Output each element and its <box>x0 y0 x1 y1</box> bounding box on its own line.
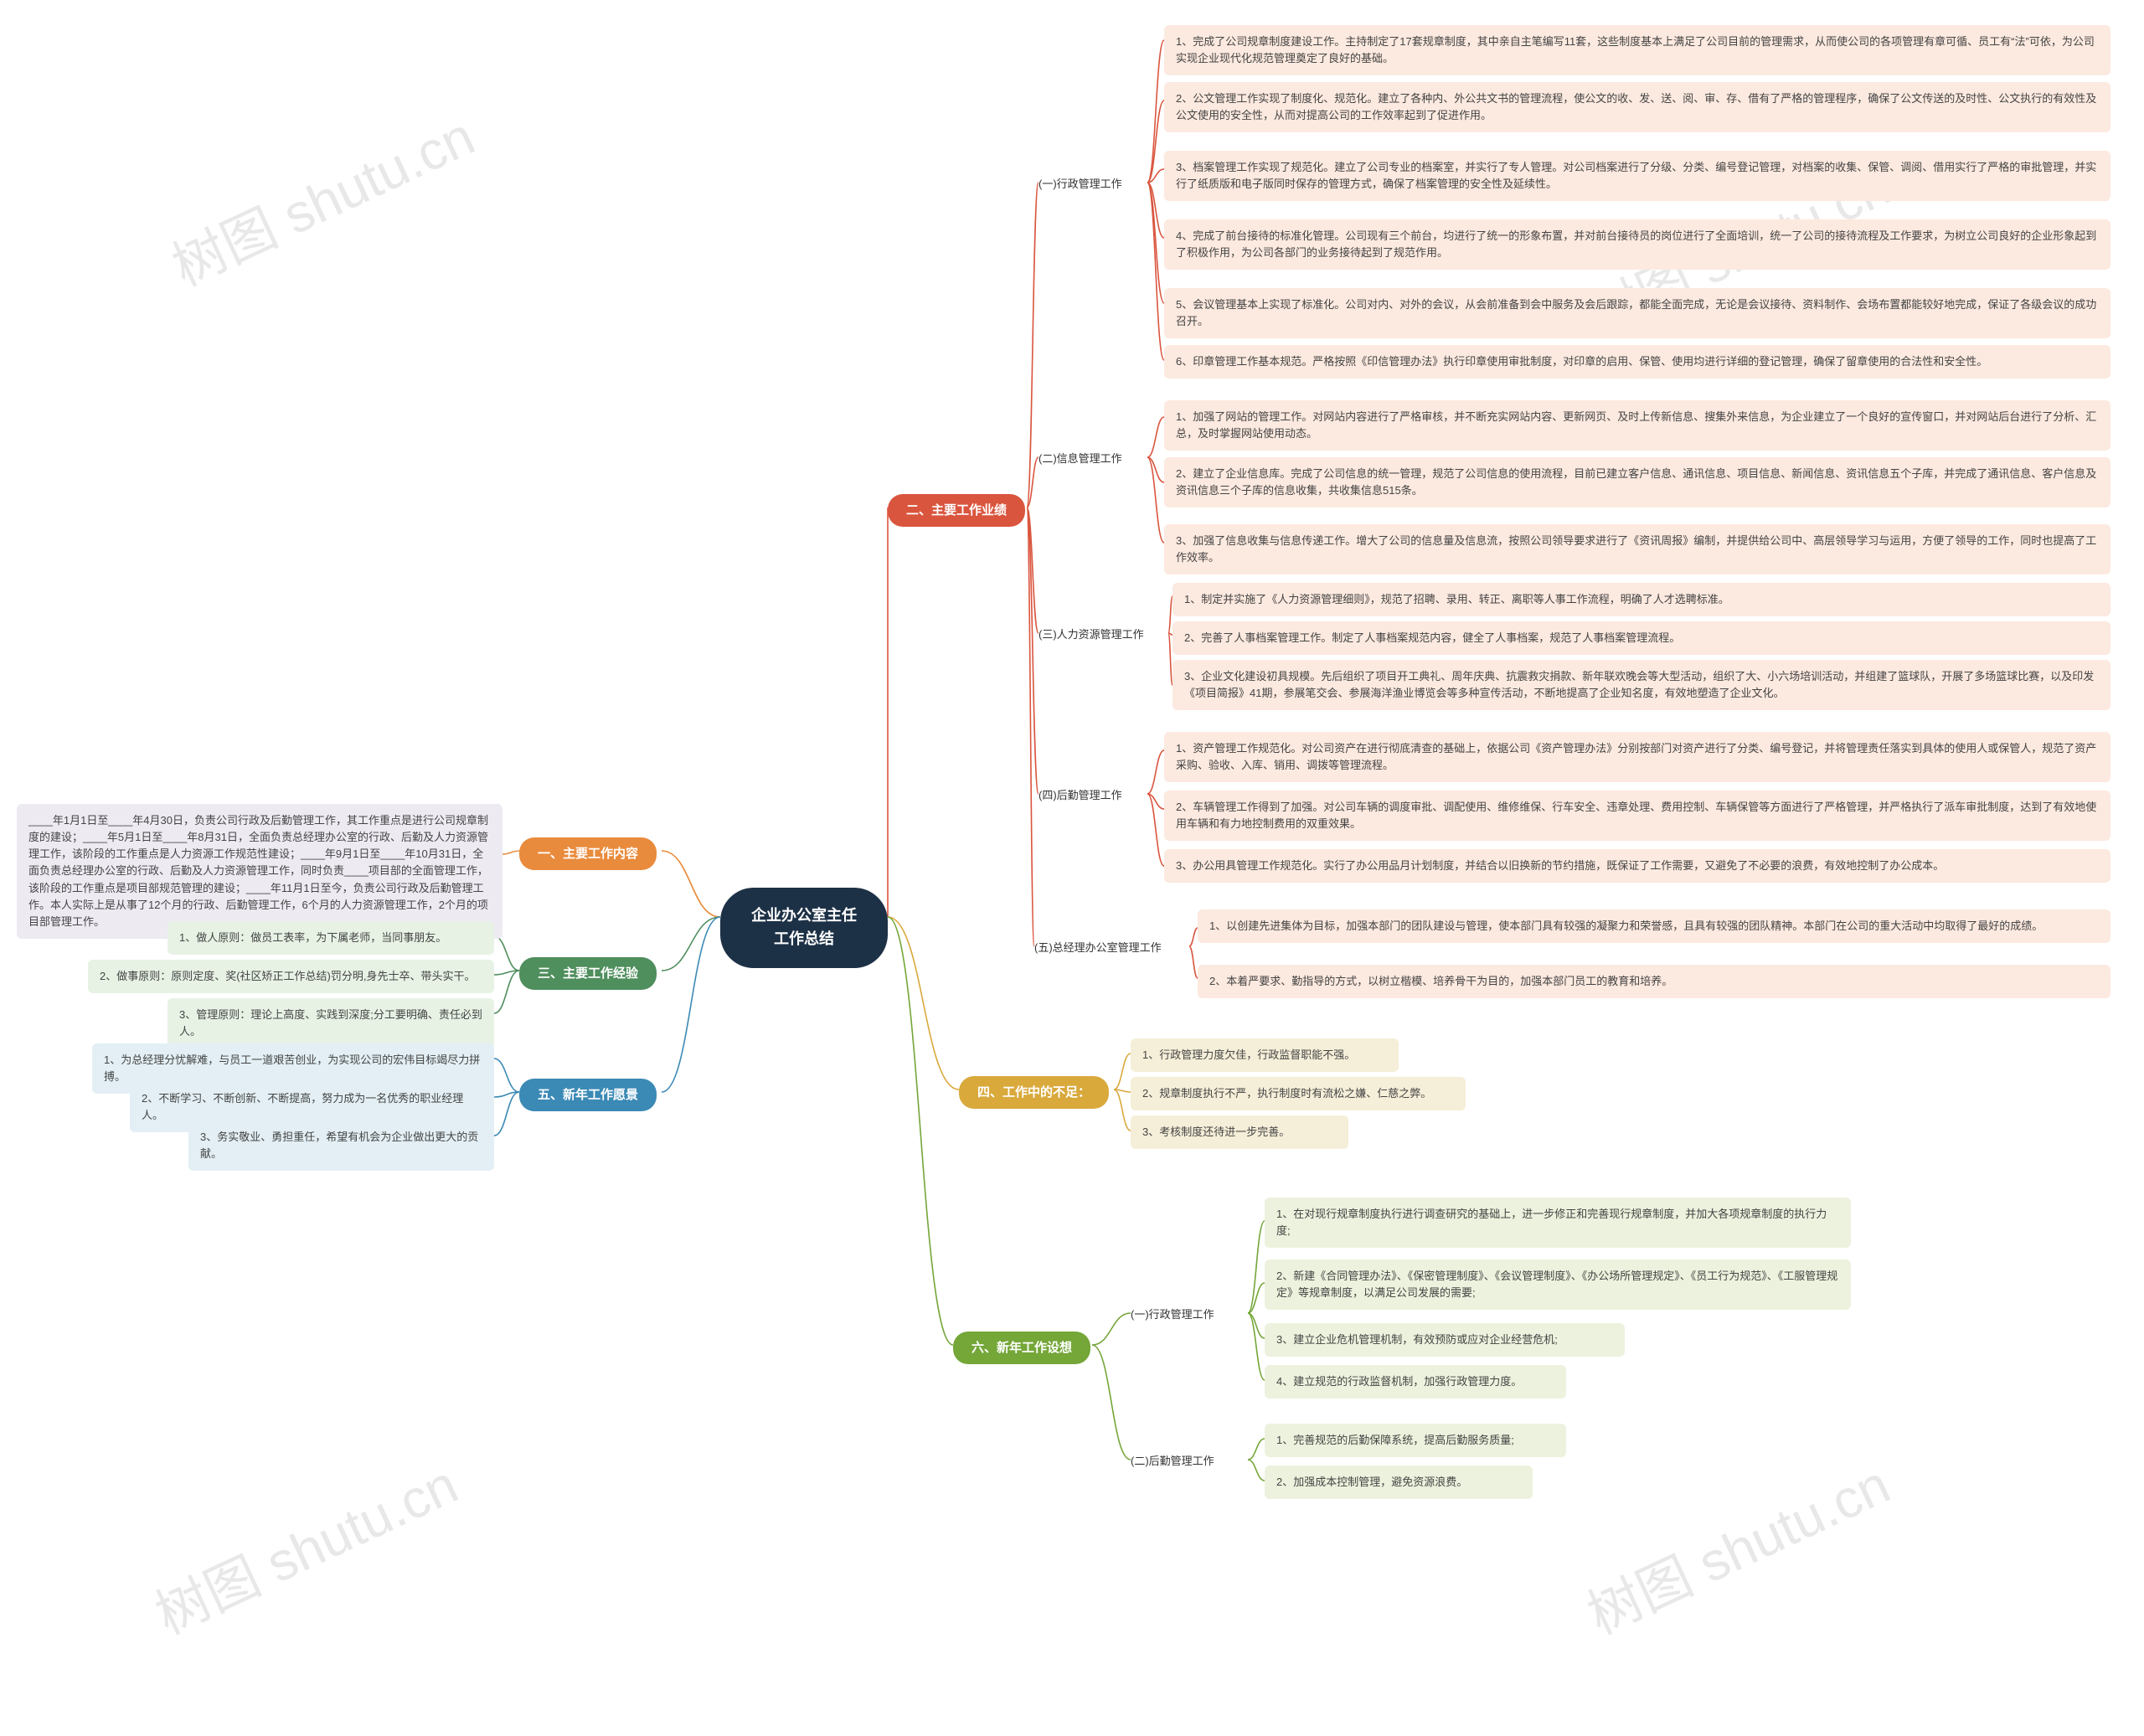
sec2-g2-leaf-0: 1、制定并实施了《人力资源管理细则》，规范了招聘、录用、转正、离职等人事工作流程… <box>1172 583 2110 616</box>
sec6-group-1-label[interactable]: (二)后勤管理工作 <box>1131 1453 1214 1470</box>
sec2-group-3-label[interactable]: (四)后勤管理工作 <box>1038 787 1122 804</box>
sec6-g0-leaf-0: 1、在对现行规章制度执行进行调查研究的基础上，进一步修正和完善现行规章制度，并加… <box>1265 1198 1851 1248</box>
sec6-g0-leaf-1: 2、新建《合同管理办法》、《保密管理制度》、《会议管理制度》、《办公场所管理规定… <box>1265 1260 1851 1310</box>
sec2-g0-leaf-5: 6、印章管理工作基本规范。严格按照《印信管理办法》执行印章使用审批制度，对印章的… <box>1164 345 2110 379</box>
sec4-leaf-0: 1、行政管理力度欠佳，行政监督职能不强。 <box>1131 1038 1399 1072</box>
sec3-leaf-0: 1、做人原则：做员工表率，为下属老师，当同事朋友。 <box>168 921 494 955</box>
sec6-g1-leaf-1: 2、加强成本控制管理，避免资源浪费。 <box>1265 1466 1533 1499</box>
sec6-g1-leaf-0: 1、完善规范的后勤保障系统，提高后勤服务质量; <box>1265 1424 1566 1457</box>
sec2-g1-leaf-2: 3、加强了信息收集与信息传递工作。增大了公司的信息量及信息流，按照公司领导要求进… <box>1164 524 2110 574</box>
sec5-leaf-2: 3、务实敬业、勇担重任，希望有机会为企业做出更大的贡献。 <box>188 1120 494 1171</box>
section-2-pill[interactable]: 二、主要工作业绩 <box>888 494 1025 527</box>
sec2-g3-leaf-2: 3、办公用具管理工作规范化。实行了办公用品月计划制度，并结合以旧换新的节约措施，… <box>1164 849 2110 883</box>
sec2-group-4-label[interactable]: (五)总经理办公室管理工作 <box>1034 940 1162 956</box>
sec2-g3-leaf-0: 1、资产管理工作规范化。对公司资产在进行彻底清查的基础上，依据公司《资产管理办法… <box>1164 732 2110 782</box>
sec6-g0-leaf-2: 3、建立企业危机管理机制，有效预防或应对企业经营危机; <box>1265 1323 1625 1357</box>
root-title-line1: 企业办公室主任 <box>751 907 857 924</box>
section-1-body: ____年1月1日至____年4月30日，负责公司行政及后勤管理工作，其工作重点… <box>17 804 502 939</box>
sec2-g0-leaf-0: 1、完成了公司规章制度建设工作。主持制定了17套规章制度，其中亲自主笔编写11套… <box>1164 25 2110 75</box>
root-title-line2: 工作总结 <box>774 930 834 947</box>
section-1-pill[interactable]: 一、主要工作内容 <box>519 837 657 870</box>
mindmap-canvas: 树图 shutu.cn 树图 shutu.cn 树图 shutu.cn 树图 s… <box>0 0 2144 1736</box>
sec4-leaf-1: 2、规章制度执行不严，执行制度时有流松之嫌、仁慈之弊。 <box>1131 1077 1466 1110</box>
sec2-group-0-label[interactable]: (一)行政管理工作 <box>1038 176 1122 193</box>
sec2-g4-leaf-1: 2、本着严要求、勤指导的方式，以树立楷模、培养骨干为目的，加强本部门员工的教育和… <box>1198 965 2110 998</box>
sec2-group-2-label[interactable]: (三)人力资源管理工作 <box>1038 626 1144 643</box>
sec2-group-1-label[interactable]: (二)信息管理工作 <box>1038 451 1122 467</box>
section-5-pill[interactable]: 五、新年工作愿景 <box>519 1079 657 1111</box>
sec2-g0-leaf-3: 4、完成了前台接待的标准化管理。公司现有三个前台，均进行了统一的形象布置，并对前… <box>1164 219 2110 270</box>
sec2-g4-leaf-0: 1、以创建先进集体为目标，加强本部门的团队建设与管理，使本部门具有较强的凝聚力和… <box>1198 909 2110 943</box>
section-6-pill[interactable]: 六、新年工作设想 <box>953 1332 1090 1364</box>
sec2-g1-leaf-0: 1、加强了网站的管理工作。对网站内容进行了严格审核，并不断充实网站内容、更新网页… <box>1164 400 2110 451</box>
sec3-leaf-2: 3、管理原则：理论上高度、实践到深度;分工要明确、责任必到人。 <box>168 998 494 1048</box>
sec2-g2-leaf-2: 3、企业文化建设初具规模。先后组织了项目开工典礼、周年庆典、抗震救灾捐款、新年联… <box>1172 660 2110 710</box>
sec6-group-0-label[interactable]: (一)行政管理工作 <box>1131 1306 1214 1323</box>
root-node[interactable]: 企业办公室主任 工作总结 <box>720 888 888 968</box>
sec2-g0-leaf-4: 5、会议管理基本上实现了标准化。公司对内、对外的会议，从会前准备到会中服务及会后… <box>1164 288 2110 338</box>
sec2-g0-leaf-2: 3、档案管理工作实现了规范化。建立了公司专业的档案室，并实行了专人管理。对公司档… <box>1164 151 2110 201</box>
sec4-leaf-2: 3、考核制度还待进一步完善。 <box>1131 1115 1348 1149</box>
sec2-g0-leaf-1: 2、公文管理工作实现了制度化、规范化。建立了各种内、外公共文书的管理流程，使公文… <box>1164 82 2110 132</box>
sec6-g0-leaf-3: 4、建立规范的行政监督机制，加强行政管理力度。 <box>1265 1365 1566 1399</box>
sec3-leaf-1: 2、做事原则：原则定度、奖(社区矫正工作总结)罚分明,身先士卒、带头实干。 <box>88 960 494 993</box>
sec2-g3-leaf-1: 2、车辆管理工作得到了加强。对公司车辆的调度审批、调配使用、维修维保、行车安全、… <box>1164 791 2110 841</box>
section-3-pill[interactable]: 三、主要工作经验 <box>519 957 657 990</box>
sec2-g1-leaf-1: 2、建立了企业信息库。完成了公司信息的统一管理，规范了公司信息的使用流程，目前已… <box>1164 457 2110 507</box>
section-4-pill[interactable]: 四、工作中的不足： <box>959 1076 1109 1109</box>
sec2-g2-leaf-1: 2、完善了人事档案管理工作。制定了人事档案规范内容，健全了人事档案，规范了人事档… <box>1172 621 2110 655</box>
